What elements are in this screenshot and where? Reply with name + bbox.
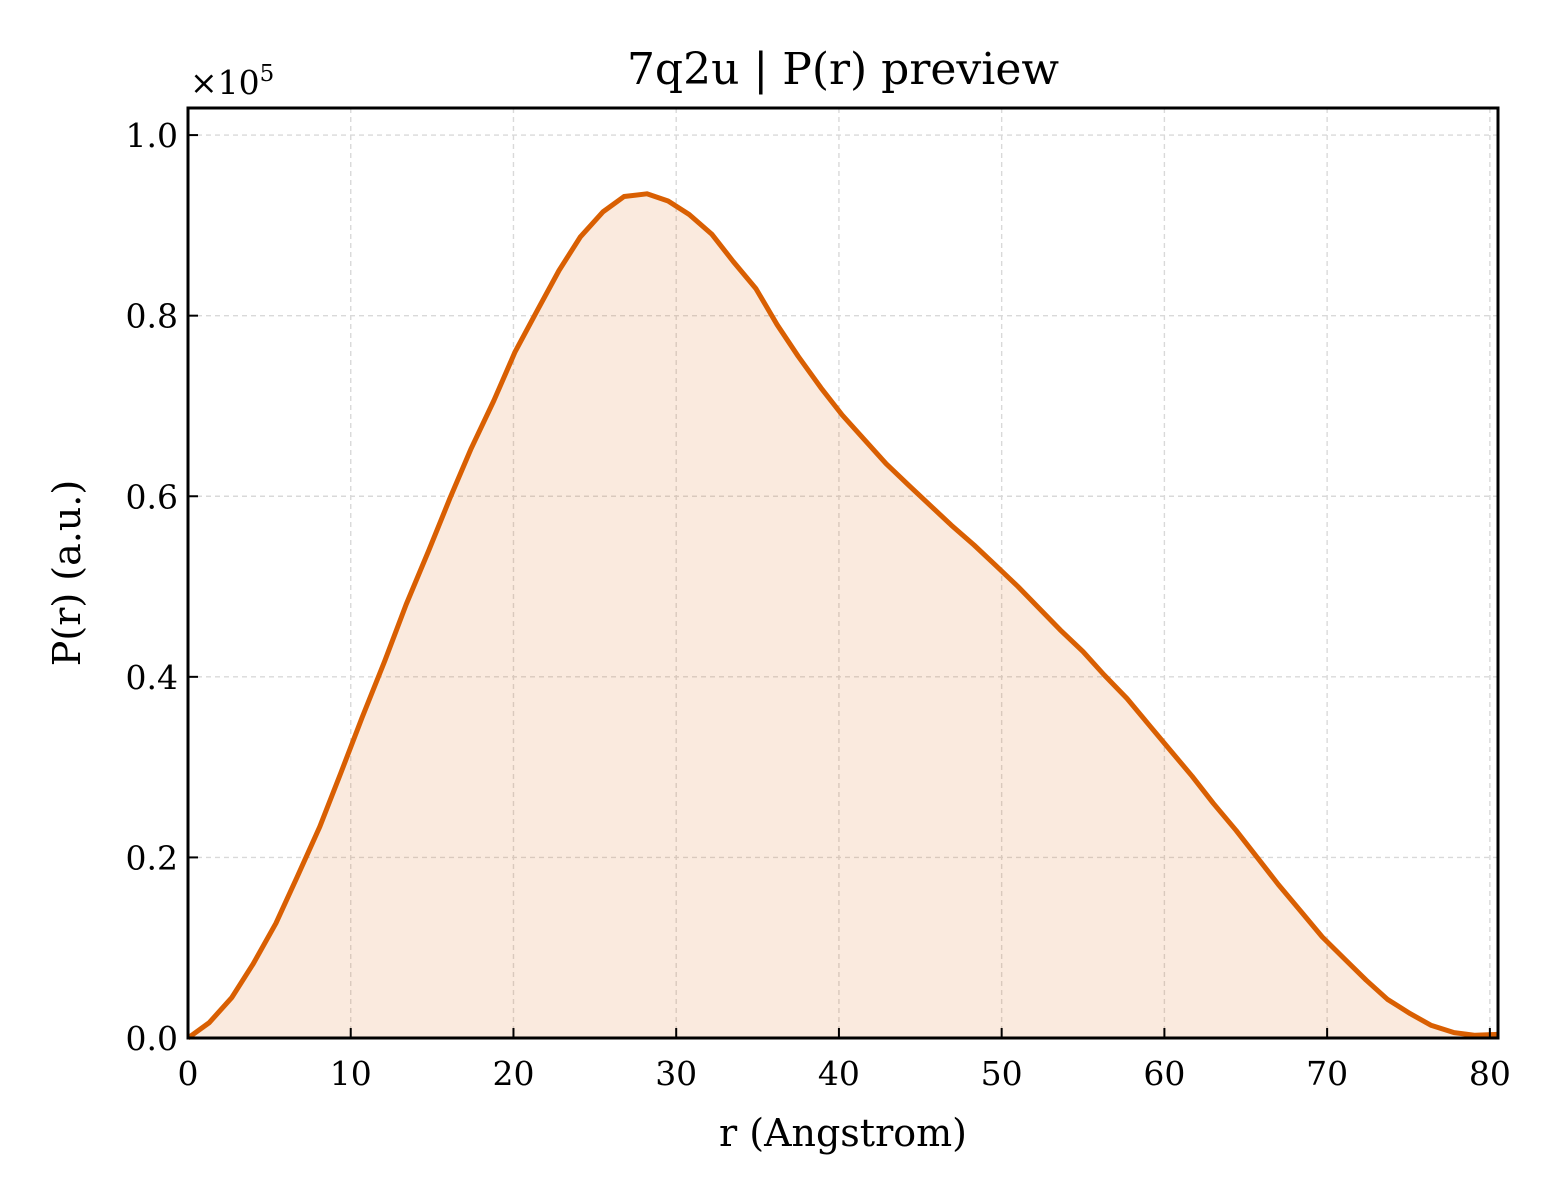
y-multiplier-base: ×10 bbox=[190, 63, 260, 102]
x-tick-label: 50 bbox=[981, 1054, 1023, 1093]
x-axis-label: r (Angstrom) bbox=[719, 1111, 967, 1155]
y-multiplier-exponent: 5 bbox=[260, 61, 275, 87]
x-tick-label: 30 bbox=[655, 1054, 697, 1093]
pr-series-line bbox=[186, 191, 1499, 1041]
x-tick-label: 80 bbox=[1469, 1054, 1511, 1093]
y-axis-label: P(r) (a.u.) bbox=[45, 480, 89, 666]
y-tick-label: 0.6 bbox=[126, 477, 178, 516]
y-tick-label: 0.8 bbox=[126, 297, 178, 336]
pr-area-fill bbox=[188, 193, 1498, 1039]
y-tick-label: 0.2 bbox=[126, 838, 178, 877]
y-tick-label: 0.4 bbox=[126, 658, 178, 697]
x-tick-label: 40 bbox=[818, 1054, 860, 1093]
plot-frame bbox=[186, 106, 1500, 1040]
chart-title: 7q2u | P(r) preview bbox=[627, 44, 1059, 95]
x-tick-label: 60 bbox=[1143, 1054, 1185, 1093]
axis-ticks: 0 10 20 30 40 50 60 70 80 0.0 0.2 0.4 0.6 0.8 1.0 bbox=[126, 116, 1511, 1093]
y-tick-label: 0.0 bbox=[126, 1019, 178, 1058]
y-axis-multiplier: ×105 bbox=[190, 61, 274, 102]
x-tick-label: 0 bbox=[178, 1054, 199, 1093]
x-tick-label: 70 bbox=[1306, 1054, 1348, 1093]
x-tick-label: 10 bbox=[330, 1054, 372, 1093]
y-tick-label: 1.0 bbox=[126, 116, 178, 155]
x-tick-label: 20 bbox=[492, 1054, 534, 1093]
